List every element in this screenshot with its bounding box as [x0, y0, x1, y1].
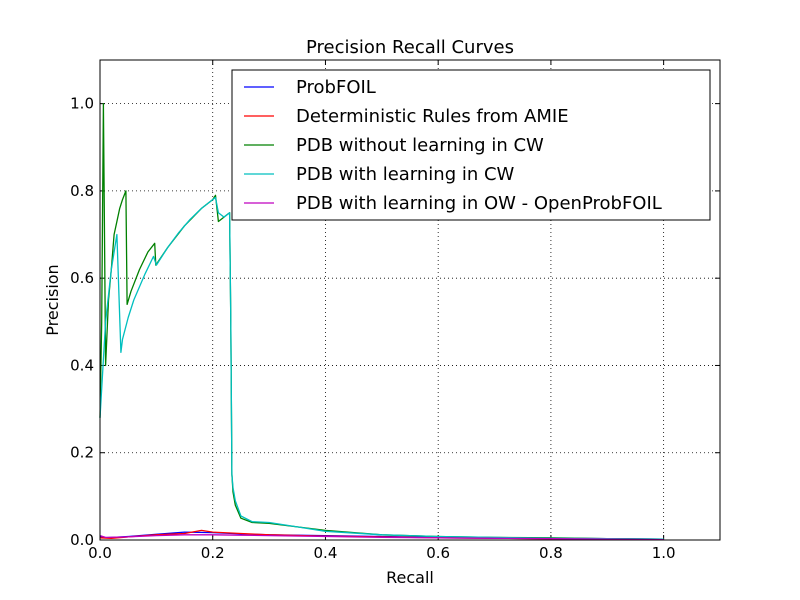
x-tick-label: 1.0 [652, 544, 676, 562]
y-tick-label: 0.6 [70, 269, 94, 287]
x-tick-label: 0.2 [201, 544, 225, 562]
y-axis-label: Precision [43, 264, 62, 335]
x-tick-label: 0.4 [314, 544, 338, 562]
y-tick-label: 1.0 [70, 95, 94, 113]
y-tick-label: 0.2 [70, 444, 94, 462]
plot-frame [99, 59, 721, 541]
legend: ProbFOIL Deterministic Rules from AMIE PDB… [231, 69, 711, 221]
x-tick-label: 0.8 [539, 544, 563, 562]
y-tick-label: 0.0 [70, 531, 94, 549]
series-lines [99, 102, 664, 541]
x-axis-label: Recall [386, 568, 434, 587]
y-tick-label: 0.8 [70, 182, 94, 200]
chart-title: Precision Recall Curves [306, 37, 514, 58]
series-line-3 [99, 196, 664, 540]
legend-label: PDB without learning in CW [296, 135, 544, 156]
legend-box [231, 69, 711, 221]
x-tick-label: 0.0 [88, 544, 112, 562]
series-line-4 [99, 534, 664, 541]
y-tick-label: 0.4 [70, 356, 94, 374]
x-tick-label: 0.6 [426, 544, 450, 562]
legend-label: PDB with learning in OW - OpenProbFOIL [296, 193, 662, 214]
axis-ticks: 0.0 0.2 0.4 0.6 0.8 1.0 0.0 0.2 0.4 0.6 0.8 1.0 [70, 60, 720, 562]
legend-label: ProbFOIL [296, 77, 376, 98]
legend-label: PDB with learning in CW [296, 164, 515, 185]
legend-label: Deterministic Rules from AMIE [296, 106, 569, 127]
